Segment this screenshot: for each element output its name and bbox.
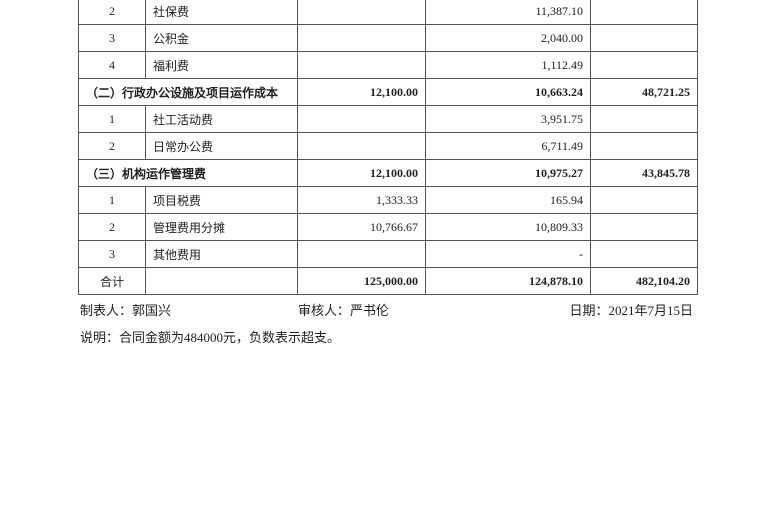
table-cell: 10,975.27 [425,159,591,187]
table-cell: 165.94 [425,186,591,214]
table-cell: 1 [78,186,146,214]
table-cell: 1,112.49 [425,51,591,79]
table-cell: （三）机构运作管理费 [78,159,298,187]
table-cell: 公积金 [145,24,298,52]
table-cell: 1 [78,105,146,133]
table-cell: 管理费用分摊 [145,213,298,241]
table-cell: 社保费 [145,0,298,25]
table-cell: 6,711.49 [425,132,591,160]
table-cell [297,24,426,52]
date: 日期：2021年7月15日 [569,303,693,318]
preparer: 制表人：郭国兴 [80,303,172,318]
table-cell: 2 [78,0,146,25]
table-cell: 4 [78,51,146,79]
reviewer: 审核人：严书伦 [298,303,390,318]
table-cell: 2 [78,213,146,241]
table-cell [297,0,426,25]
table-cell: 124,878.10 [425,267,591,295]
table-cell: 其他费用 [145,240,298,268]
table-cell: 3 [78,24,146,52]
table-cell: 43,845.78 [590,159,698,187]
table-cell [590,0,698,25]
table-cell [297,240,426,268]
table-cell: 10,663.24 [425,78,591,106]
table-cell: 10,766.67 [297,213,426,241]
table-cell [590,240,698,268]
table-cell: 项目税费 [145,186,298,214]
table-cell: 125,000.00 [297,267,426,295]
table-cell: 福利费 [145,51,298,79]
table-cell [297,132,426,160]
table-cell: 482,104.20 [590,267,698,295]
table-cell: 11,387.10 [425,0,591,25]
table-cell: （二）行政办公设施及项目运作成本 [78,78,298,106]
table-cell [590,213,698,241]
note: 说明：合同金额为484000元，负数表示超支。 [80,330,341,345]
table-cell [145,267,298,295]
table-cell: 1,333.33 [297,186,426,214]
table-cell: 3 [78,240,146,268]
table-cell: 12,100.00 [297,78,426,106]
table-cell [590,105,698,133]
table-cell [590,51,698,79]
table-cell [590,186,698,214]
table-cell [297,105,426,133]
table-cell: 社工活动费 [145,105,298,133]
table-cell: 48,721.25 [590,78,698,106]
table-cell [590,24,698,52]
table-cell: 12,100.00 [297,159,426,187]
table-cell: 合计 [78,267,146,295]
table-cell: 2,040.00 [425,24,591,52]
table-cell: - [425,240,591,268]
table-cell: 3,951.75 [425,105,591,133]
table-cell: 10,809.33 [425,213,591,241]
table-cell: 日常办公费 [145,132,298,160]
table-cell [297,51,426,79]
table-cell: 2 [78,132,146,160]
table-cell [590,132,698,160]
